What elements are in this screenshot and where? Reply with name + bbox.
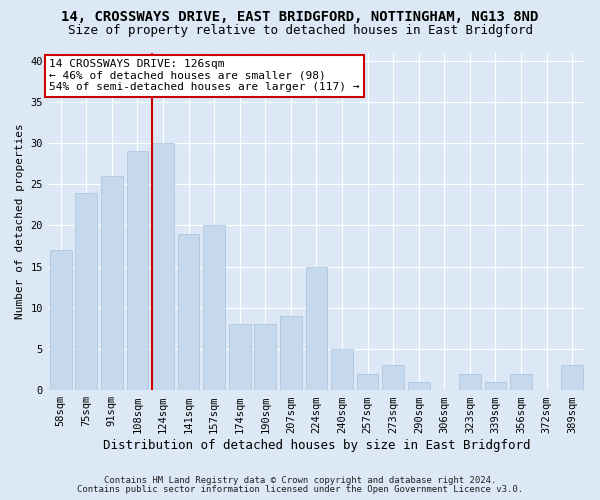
Bar — [305, 266, 328, 390]
Bar — [229, 324, 251, 390]
X-axis label: Distribution of detached houses by size in East Bridgford: Distribution of detached houses by size … — [103, 440, 530, 452]
Bar — [50, 250, 71, 390]
Text: Contains public sector information licensed under the Open Government Licence v3: Contains public sector information licen… — [77, 484, 523, 494]
Bar — [76, 192, 97, 390]
Text: 14 CROSSWAYS DRIVE: 126sqm
← 46% of detached houses are smaller (98)
54% of semi: 14 CROSSWAYS DRIVE: 126sqm ← 46% of deta… — [49, 59, 359, 92]
Bar — [408, 382, 430, 390]
Bar — [254, 324, 276, 390]
Bar — [331, 349, 353, 390]
Bar — [280, 316, 302, 390]
Bar — [562, 366, 583, 390]
Text: Contains HM Land Registry data © Crown copyright and database right 2024.: Contains HM Land Registry data © Crown c… — [104, 476, 496, 485]
Y-axis label: Number of detached properties: Number of detached properties — [15, 124, 25, 319]
Bar — [203, 226, 225, 390]
Bar — [178, 234, 199, 390]
Bar — [101, 176, 123, 390]
Bar — [382, 366, 404, 390]
Bar — [152, 143, 174, 390]
Bar — [485, 382, 506, 390]
Text: 14, CROSSWAYS DRIVE, EAST BRIDGFORD, NOTTINGHAM, NG13 8ND: 14, CROSSWAYS DRIVE, EAST BRIDGFORD, NOT… — [61, 10, 539, 24]
Bar — [510, 374, 532, 390]
Text: Size of property relative to detached houses in East Bridgford: Size of property relative to detached ho… — [67, 24, 533, 37]
Bar — [459, 374, 481, 390]
Bar — [357, 374, 379, 390]
Bar — [127, 152, 148, 390]
